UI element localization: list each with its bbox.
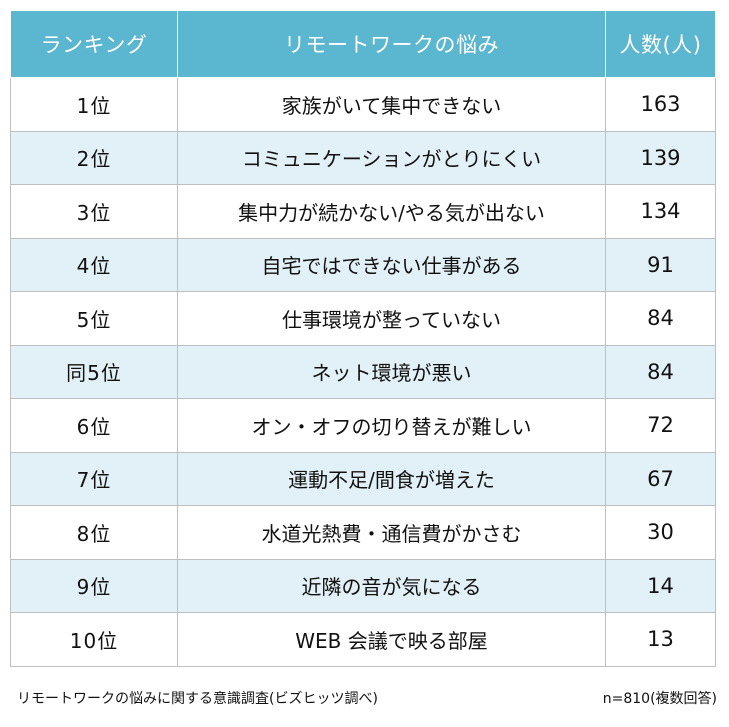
rank-cell: 4位 [10, 237, 178, 292]
sample-size-note: n=810(複数回答) [602, 691, 717, 707]
table-row: 6位 オン・オフの切り替えが難しい 72 [10, 398, 716, 453]
concern-cell: コミュニケーションがとりにくい [177, 130, 606, 185]
concern-cell: WEB 会議で映る部屋 [177, 612, 606, 667]
table-row: 2位 コミュニケーションがとりにくい 139 [10, 130, 716, 185]
concern-cell: オン・オフの切り替えが難しい [177, 398, 606, 453]
concern-cell: 近隣の音が気になる [177, 558, 606, 613]
header-rank: ランキング [10, 10, 178, 78]
table-header-row: ランキング リモートワークの悩み 人数(人) [10, 10, 716, 78]
rank-cell: 9位 [10, 558, 178, 613]
survey-source-note: リモートワークの悩みに関する意識調査(ビズヒッツ調べ) [17, 691, 378, 707]
rank-cell: 1位 [10, 77, 178, 132]
ranking-table: ランキング リモートワークの悩み 人数(人) 1位 家族がいて集中できない 16… [10, 10, 716, 667]
count-cell: 84 [605, 291, 716, 346]
concern-cell: 水道光熱費・通信費がかさむ [177, 505, 606, 560]
rank-cell: 5位 [10, 291, 178, 346]
count-cell: 30 [605, 505, 716, 560]
table-row: 8位 水道光熱費・通信費がかさむ 30 [10, 505, 716, 560]
table-row: 5位 仕事環境が整っていない 84 [10, 291, 716, 346]
count-cell: 139 [605, 130, 716, 185]
concern-cell: 集中力が続かない/やる気が出ない [177, 184, 606, 239]
table-row: 4位 自宅ではできない仕事がある 91 [10, 237, 716, 292]
concern-cell: 仕事環境が整っていない [177, 291, 606, 346]
count-cell: 163 [605, 77, 716, 132]
table-row: 3位 集中力が続かない/やる気が出ない 134 [10, 184, 716, 239]
table-row: 10位 WEB 会議で映る部屋 13 [10, 612, 716, 667]
count-cell: 14 [605, 558, 716, 613]
header-count: 人数(人) [605, 10, 716, 78]
header-concern: リモートワークの悩み [177, 10, 606, 78]
rank-cell: 7位 [10, 451, 178, 506]
rank-cell: 同5位 [10, 344, 178, 399]
table-row: 7位 運動不足/間食が増えた 67 [10, 451, 716, 506]
count-cell: 134 [605, 184, 716, 239]
concern-cell: 家族がいて集中できない [177, 77, 606, 132]
table-row: 9位 近隣の音が気になる 14 [10, 558, 716, 613]
concern-cell: 運動不足/間食が増えた [177, 451, 606, 506]
rank-cell: 6位 [10, 398, 178, 453]
table-row: 1位 家族がいて集中できない 163 [10, 77, 716, 132]
count-cell: 13 [605, 612, 716, 667]
rank-cell: 10位 [10, 612, 178, 667]
rank-cell: 3位 [10, 184, 178, 239]
concern-cell: ネット環境が悪い [177, 344, 606, 399]
table-row: 同5位 ネット環境が悪い 84 [10, 344, 716, 399]
count-cell: 67 [605, 451, 716, 506]
rank-cell: 2位 [10, 130, 178, 185]
concern-cell: 自宅ではできない仕事がある [177, 237, 606, 292]
count-cell: 84 [605, 344, 716, 399]
count-cell: 91 [605, 237, 716, 292]
ranking-table-container: ランキング リモートワークの悩み 人数(人) 1位 家族がいて集中できない 16… [10, 10, 716, 667]
rank-cell: 8位 [10, 505, 178, 560]
count-cell: 72 [605, 398, 716, 453]
